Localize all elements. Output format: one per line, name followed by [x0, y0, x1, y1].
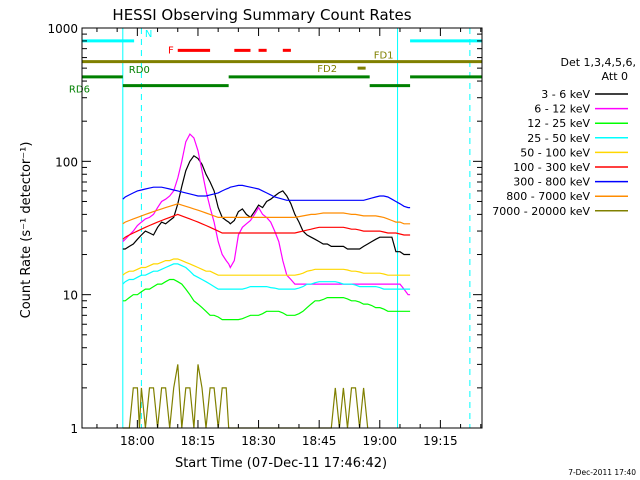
plot-area: N F FD1 FD2 RD0 RD6 — [69, 28, 482, 429]
series-line-0 — [122, 154, 411, 256]
series-line-7 — [122, 203, 411, 225]
legend: Det 1,3,4,5,6, Att 0 3 - 6 keV 6 - 12 keV… — [492, 56, 636, 218]
series-line-3 — [122, 263, 411, 290]
x-tick-label: 18:30 — [241, 434, 276, 448]
y-tick-label: 100 — [55, 155, 78, 169]
axis-ticks: 18:00 18:15 18:30 18:45 19:00 19:15 1 10 100 1000 — [47, 22, 482, 448]
legend-header-line-1: Det 1,3,4,5,6, — [560, 56, 636, 69]
plot-frame — [81, 27, 483, 429]
legend-header-line-2: Att 0 — [602, 70, 628, 83]
state-bar-label-rd0: RD0 — [129, 65, 150, 76]
series-line-4 — [122, 258, 411, 276]
legend-label-5: 100 - 300 keV — [513, 161, 590, 174]
series-line-1 — [122, 133, 411, 296]
series-line-8 — [122, 364, 369, 429]
chart-title: HESSI Observing Summary Count Rates — [112, 6, 411, 24]
x-axis-label: Start Time (07-Dec-11 17:46:42) — [175, 456, 387, 471]
x-tick-label: 18:00 — [120, 434, 155, 448]
state-bar-label-fd2: FD2 — [317, 64, 337, 75]
state-bar-label-f: F — [168, 45, 174, 56]
x-tick-label: 19:15 — [423, 434, 458, 448]
legend-label-3: 25 - 50 keV — [527, 132, 590, 145]
legend-label-7: 800 - 7000 keV — [506, 190, 590, 203]
y-tick-label: 1000 — [47, 22, 78, 36]
y-tick-label: 1 — [70, 422, 78, 436]
y-axis-label: Count Rate (s⁻¹ detector⁻¹) — [19, 142, 34, 319]
legend-label-8: 7000 - 20000 keV — [492, 205, 590, 218]
state-bar-label-rd6: RD6 — [69, 85, 90, 96]
series-line-2 — [122, 278, 411, 321]
legend-label-0: 3 - 6 keV — [541, 88, 590, 101]
footer-date: 7-Dec-2011 17:40 — [568, 468, 636, 477]
series-line-5 — [122, 213, 411, 240]
series-line-6 — [122, 184, 411, 209]
state-bar-label-n: N — [145, 29, 152, 40]
x-tick-label: 19:00 — [362, 434, 397, 448]
y-tick-label: 10 — [63, 289, 78, 303]
x-tick-label: 18:45 — [302, 434, 337, 448]
legend-label-6: 300 - 800 keV — [513, 176, 590, 189]
legend-label-4: 50 - 100 keV — [520, 146, 590, 159]
x-tick-label: 18:15 — [181, 434, 216, 448]
legend-label-2: 12 - 25 keV — [527, 117, 590, 130]
state-bar-label-fd1: FD1 — [374, 51, 394, 62]
legend-label-1: 6 - 12 keV — [534, 103, 590, 116]
